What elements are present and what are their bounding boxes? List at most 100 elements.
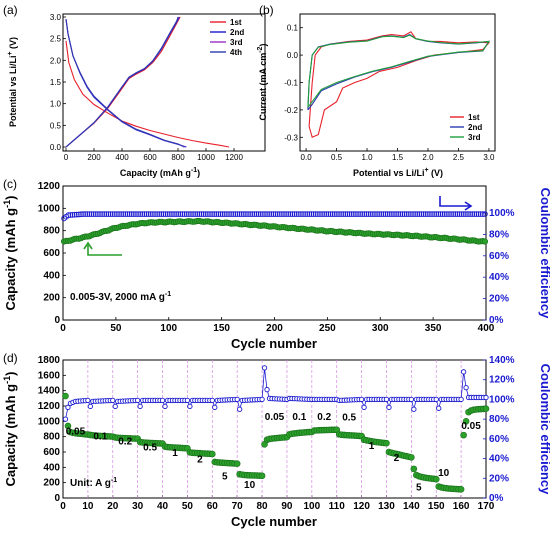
panel-c-efficiency-point [228, 211, 234, 217]
panel-d-y2tick-label: 20% [489, 473, 509, 484]
panel-d-efficiency-point [87, 403, 94, 409]
panel-c-efficiency-point [463, 211, 469, 217]
panel-c-efficiency-point [268, 211, 275, 217]
panel-c-efficiency-point [456, 211, 463, 217]
panel-d-ytick-label: 1600 [38, 370, 61, 381]
panel-c-efficiency-point [226, 211, 232, 217]
panel-c-efficiency-point [221, 211, 228, 217]
panel-d-rate-label: 0.05 [265, 412, 285, 423]
panel-c-efficiency-point [99, 211, 105, 217]
panel-c-efficiency-point [369, 211, 376, 217]
panel-b-series-2nd [307, 33, 490, 111]
panel-a-xtick-label: 200 [87, 153, 101, 162]
panel-c-efficiency-point [298, 211, 304, 217]
panel-c-efficiency-point [173, 211, 180, 217]
panel-d-rate-label: 0.1 [292, 412, 306, 423]
panel-c-efficiency-point [152, 211, 158, 217]
panel-c-efficiency-point [183, 211, 190, 217]
panel-a: (a) 0 200 400 600 800 1000 1200 0.0 0.5 1.0 1.5 2.0… [3, 3, 266, 178]
panel-c-efficiency-point [137, 211, 144, 217]
panel-c-ylabel: Capacity (mAh g-1) [2, 196, 18, 311]
panel-a-ytick-label: 1.0 [50, 100, 62, 109]
panel-c-efficiency-point [452, 211, 459, 217]
panel-c-efficiency-point [270, 211, 277, 217]
panel-c-efficiency-point [477, 211, 484, 217]
panel-c-efficiency-point [251, 211, 258, 217]
panel-c-efficiency-point [348, 211, 355, 217]
panel-d-efficiency-point [458, 396, 464, 403]
panel-a-legend-label: 3rd [230, 38, 243, 47]
panel-b-xlabel: Potential vs Li/Li+ (V) [353, 167, 443, 178]
panel-c-efficiency-point [340, 211, 347, 217]
panel-d-xtick-label: 10 [82, 501, 94, 512]
panel-d-rate-label: 2 [394, 453, 400, 464]
panel-d-xtick-label: 50 [182, 501, 194, 512]
panel-c-efficiency-point [262, 211, 268, 217]
panel-c-efficiency-point [230, 211, 237, 217]
panel-c-ytick-label: 200 [43, 293, 60, 304]
panel-c-annotation: 0.005-3V, 2000 mA g-1 [70, 291, 171, 303]
panel-c-efficiency-point [73, 211, 80, 218]
panel-c-efficiency-point [118, 211, 125, 217]
panel-d-ytick-label: 1400 [38, 386, 61, 397]
panel-b-xtick-label: 2.0 [422, 153, 434, 162]
panel-c-efficiency-point [295, 211, 302, 217]
panel-c-efficiency-point [310, 211, 317, 217]
panel-d-xtick-label: 140 [403, 501, 420, 512]
panel-b-ytick-label: 0.1 [287, 24, 299, 33]
panel-c-efficiency-point [158, 211, 165, 217]
panel-c-efficiency-point [272, 211, 279, 217]
panel-d-efficiency-point [184, 397, 191, 404]
panel-d-rate-label: 0.05 [461, 421, 481, 432]
panel-d-y2tick-label: 120% [489, 375, 515, 386]
panel-d-xtick-label: 70 [232, 501, 244, 512]
panel-c-efficiency-point [116, 211, 122, 217]
panel-c-efficiency-point [122, 211, 129, 217]
panel-c-efficiency-point [418, 211, 425, 217]
panel-b-xtick-label: 0.5 [331, 153, 343, 162]
panel-c-efficiency-point [293, 211, 300, 217]
panel-c-y2tick-label: 20% [489, 294, 509, 305]
panel-d-capacity-point [482, 405, 490, 412]
panel-c-efficiency-point [441, 211, 448, 217]
panel-c-efficiency-point [376, 211, 383, 217]
panel-c-efficiency-point [448, 211, 454, 217]
panel-c-efficiency-point [420, 211, 427, 217]
panel-a-xtick-label: 1200 [225, 153, 243, 162]
panel-a-legend-label: 2nd [230, 28, 244, 37]
panel-d-efficiency-point [85, 397, 91, 404]
panel-d-rate-label: 2 [197, 455, 203, 466]
panel-a-ytick-label: 0.0 [50, 143, 62, 152]
panel-d-y2tick-label: 80% [489, 414, 509, 425]
panel-c-efficiency-point [325, 211, 332, 217]
panel-c-efficiency-point [169, 211, 175, 217]
panel-c-efficiency-point [219, 211, 226, 217]
panel-d-efficiency-point [159, 397, 166, 404]
panel-c-ytick-label: 400 [43, 270, 60, 281]
panel-c-efficiency-point [479, 211, 486, 217]
panel-c-efficiency-point [444, 211, 450, 217]
panel-d-efficiency-point [463, 384, 469, 391]
panel-d-xtick-label: 80 [256, 501, 268, 512]
panel-c-efficiency-point [408, 211, 414, 217]
panel-d-efficiency-point [209, 397, 215, 404]
panel-d-y2label: Coulombic efficiency [538, 364, 550, 496]
panel-c-efficiency-point [147, 211, 154, 217]
panel-c-efficiency-point [467, 211, 473, 217]
panel-a-xtick-label: 400 [115, 153, 129, 162]
panel-c-y2label: Coulombic efficiency [538, 188, 550, 320]
panel-c-efficiency-point [321, 211, 328, 217]
panel-c-efficiency-point [276, 211, 283, 217]
panel-d-xtick-label: 60 [207, 501, 219, 512]
panel-c-xtick-label: 200 [266, 323, 283, 334]
panel-d-efficiency-point [358, 396, 365, 403]
panel-c-efficiency-point [382, 211, 389, 217]
panel-c-efficiency-point [454, 211, 461, 217]
panel-c-efficiency-point [342, 211, 349, 217]
panel-c-efficiency-point [338, 211, 344, 217]
panel-b-xtick-label: 3.0 [483, 153, 495, 162]
panel-c-efficiency-point [109, 211, 116, 217]
panel-c-capacity-point [481, 238, 489, 245]
panel-c-axis-arrows [83, 196, 473, 256]
panel-d-ytick-label: 1200 [38, 401, 61, 412]
